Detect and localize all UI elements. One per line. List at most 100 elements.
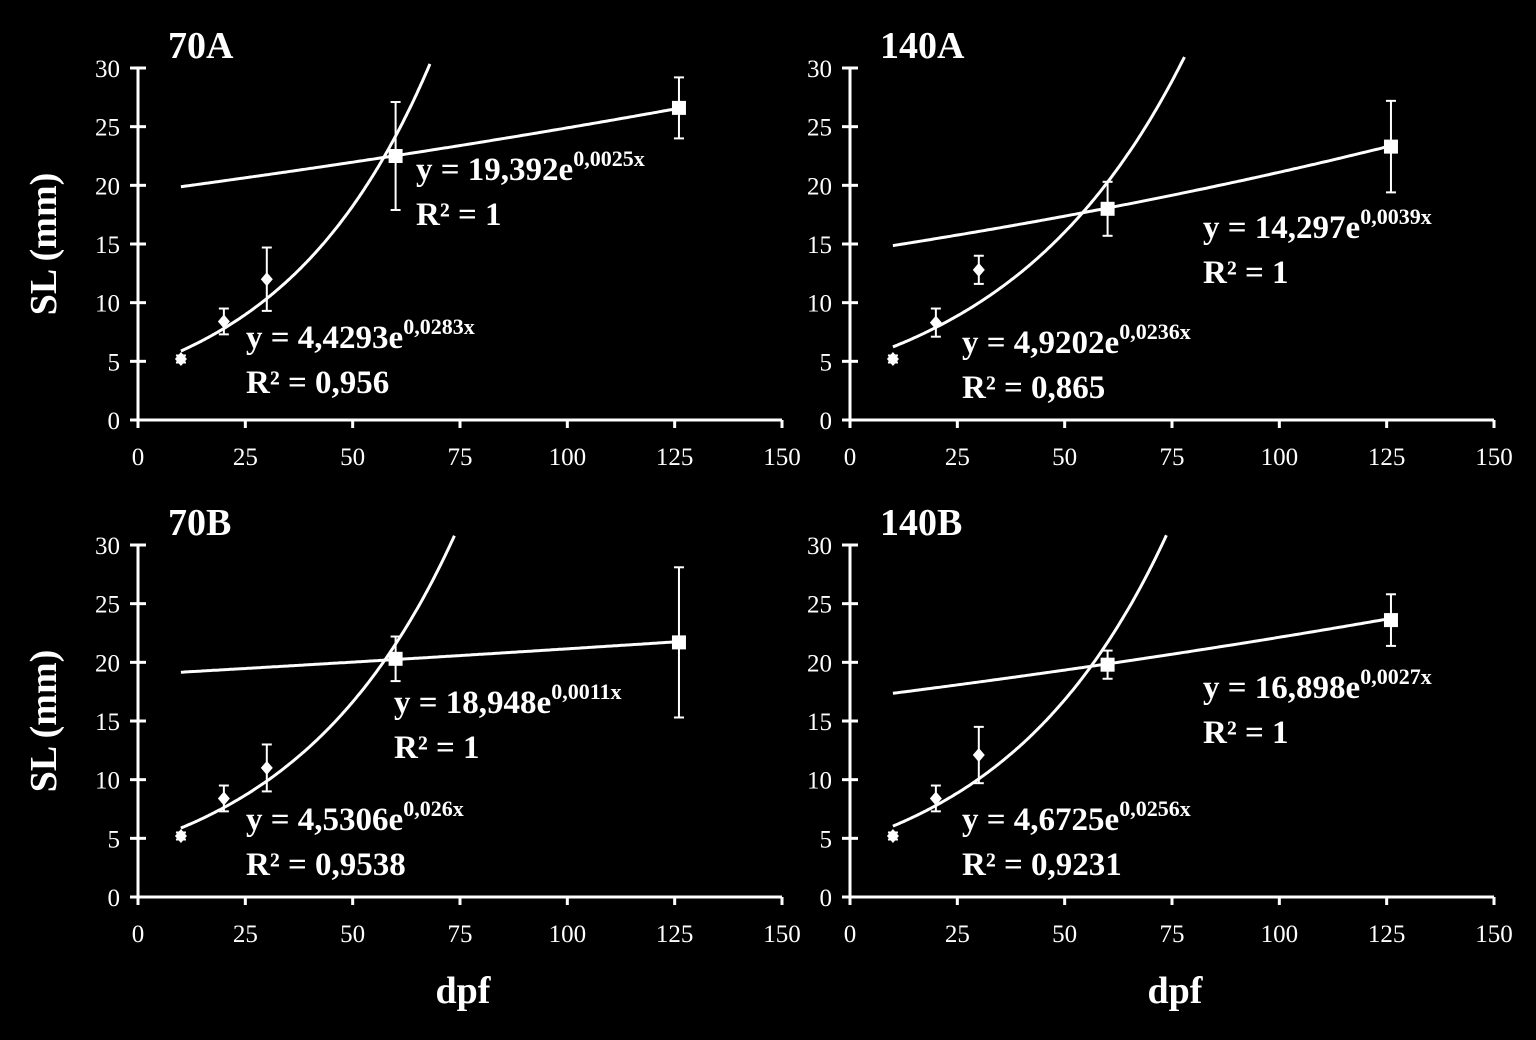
data-point-diamond (217, 791, 230, 806)
y-tick-label: 0 (108, 408, 121, 435)
trend-equation: y = 14,297e0,0039x (1203, 204, 1432, 246)
data-point-diamond (174, 828, 187, 843)
y-tick-label: 15 (807, 232, 832, 259)
data-point-square (1100, 201, 1115, 216)
y-tick-label: 30 (807, 56, 832, 83)
chart-panel-140a: 0 5 10 15 20 25 30 0 25 50 75 100 125 150 140A y = 4,92… (807, 25, 1513, 471)
data-point-diamond (260, 760, 273, 775)
trend-equation-exponent: 0,0256x (1119, 796, 1191, 821)
y-tick-label: 0 (820, 885, 833, 912)
trend-equation-base: y = 19,392e (416, 152, 573, 188)
x-tick-label: 0 (132, 921, 145, 948)
trendline (892, 616, 1392, 695)
trend-equation-exponent: 0,0236x (1119, 319, 1191, 344)
x-tick-label: 150 (1475, 444, 1513, 471)
panel-title: 70A (168, 25, 234, 67)
data-point-square (671, 100, 686, 115)
x-tick-label: 100 (1261, 921, 1299, 948)
x-tick-label: 50 (340, 921, 365, 948)
x-tick-label: 150 (763, 921, 801, 948)
y-tick-label: 10 (807, 291, 832, 318)
y-tick-label: 15 (807, 709, 832, 736)
x-tick-label: 100 (1261, 444, 1299, 471)
trend-equation-base: y = 4,5306e (246, 802, 403, 838)
y-tick-label: 5 (108, 349, 121, 376)
data-point-square (671, 635, 686, 650)
r-squared: R² = 0,956 (246, 365, 389, 401)
panel-title: 70B (168, 502, 231, 544)
trendline (180, 106, 680, 189)
x-tick-label: 150 (763, 444, 801, 471)
r-squared: R² = 0,865 (962, 370, 1105, 406)
trendline (892, 144, 1392, 248)
y-tick-label: 15 (95, 232, 120, 259)
trend-equation-base: y = 16,898e (1203, 670, 1360, 706)
trendline (892, 534, 1168, 828)
y-tick-label: 0 (108, 885, 121, 912)
y-tick-label: 20 (95, 650, 120, 677)
x-tick-label: 100 (549, 444, 587, 471)
data-point-diamond (972, 748, 985, 763)
trend-equation-base: y = 14,297e (1203, 210, 1360, 246)
data-point-diamond (929, 791, 942, 806)
x-tick-label: 25 (945, 921, 970, 948)
data-point-diamond (217, 314, 230, 329)
y-tick-label: 25 (807, 592, 832, 619)
r-squared: R² = 1 (394, 730, 480, 766)
trend-equation-base: y = 4,6725e (962, 802, 1119, 838)
y-tick-label: 30 (95, 533, 120, 560)
data-point-diamond (972, 262, 985, 277)
panel-title: 140B (880, 502, 962, 544)
chart-panel-140b: 0 5 10 15 20 25 30 0 25 50 75 100 125 150 140B dpf y = 4… (807, 502, 1513, 1012)
trend-equation: y = 4,9202e0,0236x (962, 319, 1191, 361)
chart-panel-70b: 0 5 10 15 20 25 30 0 25 50 75 100 125 150 70B SL (mm) dp… (23, 502, 801, 1012)
trend-equation-exponent: 0,0039x (1360, 204, 1432, 229)
y-tick-label: 20 (807, 173, 832, 200)
data-point-diamond (260, 272, 273, 287)
y-tick-label: 15 (95, 709, 120, 736)
r-squared: R² = 0,9231 (962, 847, 1122, 883)
y-tick-label: 5 (820, 826, 833, 853)
trend-equation: y = 4,4293e0,0283x (246, 314, 475, 356)
x-axis-label: dpf (1148, 970, 1204, 1012)
r-squared: R² = 0,9538 (246, 847, 406, 883)
x-axis-label: dpf (436, 970, 492, 1012)
x-tick-label: 50 (340, 444, 365, 471)
trend-equation-exponent: 0,026x (403, 796, 464, 821)
trend-equation-exponent: 0,0027x (1360, 664, 1432, 689)
trend-equation-base: y = 18,948e (394, 685, 551, 721)
data-point-square (1383, 613, 1398, 628)
r-squared: R² = 1 (416, 197, 502, 233)
x-tick-label: 25 (945, 444, 970, 471)
data-point-square (388, 149, 403, 163)
trend-equation: y = 19,392e0,0025x (416, 146, 645, 188)
x-tick-label: 125 (656, 444, 694, 471)
trendline (180, 640, 680, 674)
y-tick-label: 10 (95, 291, 120, 318)
x-tick-label: 50 (1052, 921, 1077, 948)
x-tick-label: 25 (233, 921, 258, 948)
x-tick-label: 0 (844, 921, 857, 948)
x-tick-label: 125 (1368, 444, 1406, 471)
trendline (180, 63, 432, 353)
trend-equation: y = 4,5306e0,026x (246, 796, 464, 838)
data-point-square (388, 651, 403, 666)
x-tick-label: 50 (1052, 444, 1077, 471)
chart-panel-70a: 0 5 10 15 20 25 30 0 25 50 75 100 125 150 70A SL (mm) y … (23, 25, 801, 471)
trend-equation: y = 18,948e0,0011x (394, 679, 622, 721)
y-tick-label: 5 (108, 826, 121, 853)
x-tick-label: 125 (656, 921, 694, 948)
x-tick-label: 75 (1160, 444, 1185, 471)
data-point-square (1100, 657, 1115, 672)
data-point-diamond (886, 351, 899, 366)
x-tick-label: 0 (132, 444, 145, 471)
x-tick-label: 75 (448, 444, 473, 471)
y-tick-label: 20 (807, 650, 832, 677)
x-tick-label: 150 (1475, 921, 1513, 948)
y-tick-label: 20 (95, 173, 120, 200)
trend-equation-exponent: 0,0011x (551, 679, 621, 704)
y-tick-label: 10 (95, 768, 120, 795)
r-squared: R² = 1 (1203, 715, 1289, 751)
y-axis-label: SL (mm) (23, 173, 65, 316)
